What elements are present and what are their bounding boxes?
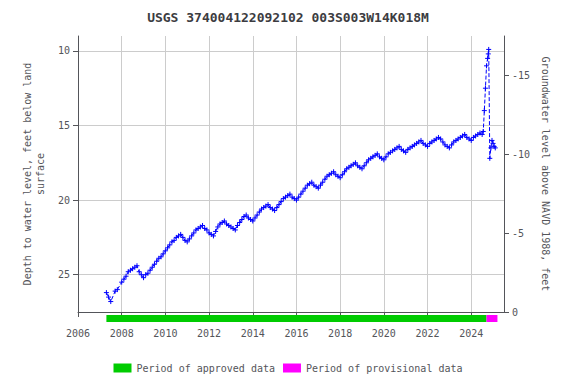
svg-text:2012: 2012 xyxy=(197,328,221,339)
svg-text:surface: surface xyxy=(35,153,46,195)
svg-text:0: 0 xyxy=(512,307,518,318)
svg-text:10: 10 xyxy=(58,45,70,56)
svg-text:Groundwater level above NAVD 1: Groundwater level above NAVD 1988, feet xyxy=(540,57,551,292)
svg-text:2016: 2016 xyxy=(284,328,308,339)
svg-text:25: 25 xyxy=(58,269,70,280)
svg-text:2024: 2024 xyxy=(459,328,483,339)
svg-text:20: 20 xyxy=(58,195,70,206)
svg-text:-15: -15 xyxy=(512,70,530,81)
svg-text:Depth to water level, feet bel: Depth to water level, feet below land xyxy=(22,63,33,286)
svg-text:15: 15 xyxy=(58,120,70,131)
svg-text:2014: 2014 xyxy=(241,328,265,339)
svg-text:Period of provisional data: Period of provisional data xyxy=(306,363,463,374)
svg-text:2022: 2022 xyxy=(415,328,439,339)
svg-text:2020: 2020 xyxy=(372,328,396,339)
svg-text:2010: 2010 xyxy=(153,328,177,339)
svg-text:2018: 2018 xyxy=(328,328,352,339)
svg-text:USGS 374004122092102 003S003W1: USGS 374004122092102 003S003W14K018M xyxy=(147,10,429,25)
svg-text:-5: -5 xyxy=(512,228,524,239)
svg-text:-10: -10 xyxy=(512,149,530,160)
svg-text:2006: 2006 xyxy=(66,328,90,339)
svg-text:Period of approved data: Period of approved data xyxy=(136,363,274,374)
svg-text:2008: 2008 xyxy=(110,328,134,339)
